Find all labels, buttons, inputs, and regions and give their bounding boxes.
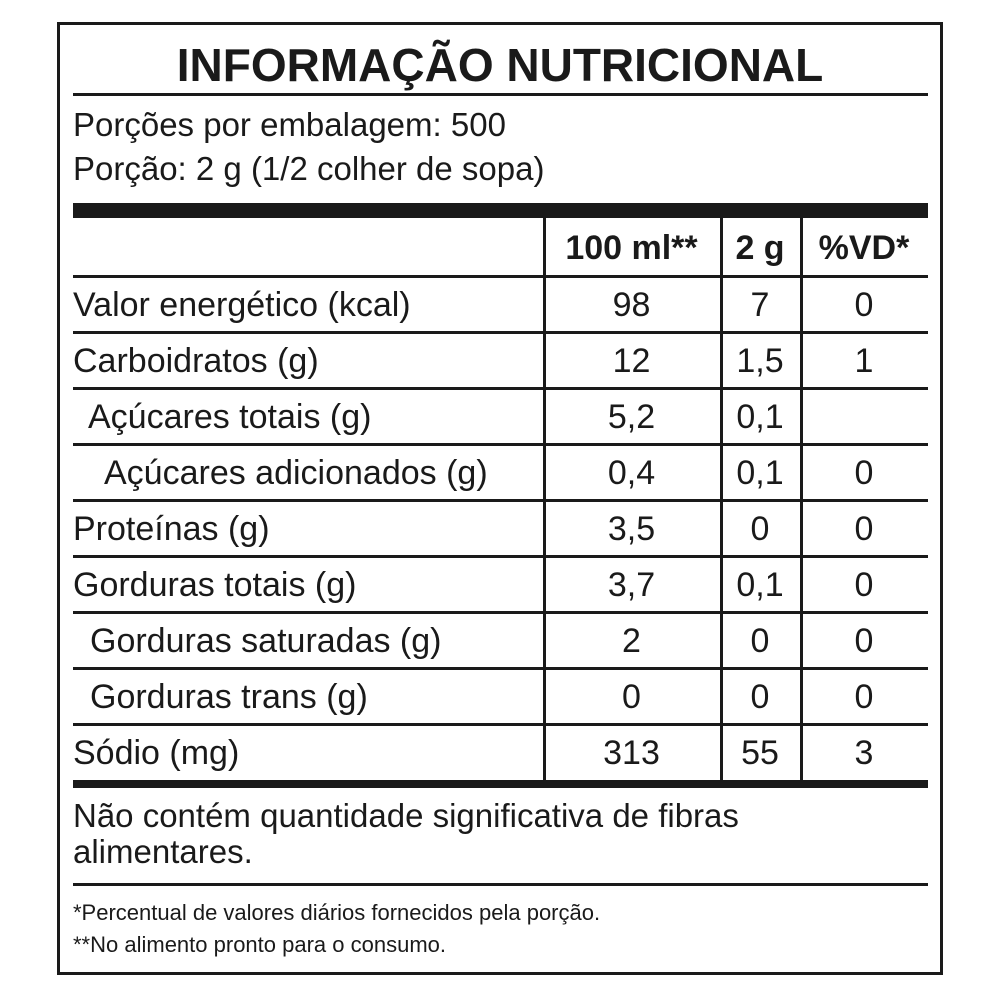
nutrient-value: 0 [750, 510, 770, 548]
row-rule [73, 667, 928, 670]
row-rule [73, 443, 928, 446]
row-rule [73, 723, 928, 726]
nutrient-name: Valor energético (kcal) [73, 286, 411, 324]
column-header: %VD* [818, 229, 910, 267]
footnote: *Percentual de valores diários fornecido… [73, 900, 601, 925]
rule [73, 883, 928, 886]
row-rule [73, 387, 928, 390]
servings: Porções por embalagem: 500 [73, 106, 506, 143]
nutrient-value: 3,7 [607, 566, 656, 604]
row-rule [73, 275, 928, 278]
nutrient-value: 0 [854, 566, 874, 604]
nutrient-value: 0,1 [736, 566, 784, 604]
footnote: **No alimento pronto para o consumo. [73, 932, 446, 957]
nutrient-value: 5,2 [607, 398, 656, 436]
row-rule [73, 331, 928, 334]
nutrient-name: Gorduras saturadas (g) [90, 622, 442, 660]
row-rule [73, 555, 928, 558]
label-border [57, 22, 943, 975]
nutrient-value: 0 [750, 622, 770, 660]
row-rule [73, 499, 928, 502]
nutrient-value: 0 [750, 678, 770, 716]
nutrient-value: 0,1 [736, 454, 784, 492]
thick-rule [73, 780, 928, 788]
row-rule [73, 611, 928, 614]
nutrient-value: 1 [854, 342, 874, 380]
nutrient-value: 313 [603, 734, 660, 772]
nutrient-value: 3 [854, 734, 874, 772]
nutrient-name: Gorduras totais (g) [73, 566, 357, 604]
nutrient-value: 0 [854, 454, 874, 492]
nutrient-name: Proteínas (g) [73, 510, 270, 548]
nutrient-value: 2 [622, 622, 641, 660]
portion: Porção: 2 g (1/2 colher de sopa) [73, 150, 545, 187]
nutrient-value: 0,1 [736, 398, 784, 436]
nutrient-value: 1,5 [736, 342, 784, 380]
title: INFORMAÇÃO NUTRICIONAL [176, 39, 824, 91]
nutrient-value: 7 [750, 286, 770, 324]
nutrient-value: 0 [854, 622, 874, 660]
rule [73, 93, 928, 96]
nutrient-name: Açúcares adicionados (g) [104, 454, 488, 492]
nutrient-name: Sódio (mg) [73, 734, 240, 772]
nutrient-value: 55 [741, 734, 779, 772]
nutrient-value: 12 [612, 342, 651, 380]
column-header: 100 ml** [565, 229, 698, 267]
nutrient-value: 0 [854, 286, 874, 324]
column-header: 2 g [735, 229, 785, 267]
nutrient-value: 98 [612, 286, 651, 324]
nutrient-name: Carboidratos (g) [73, 342, 319, 380]
nutrient-value: 0,4 [607, 454, 656, 492]
nutrient-value: 0 [854, 678, 874, 716]
nutrient-name: Gorduras trans (g) [90, 678, 368, 716]
nutrient-value: 0 [854, 510, 874, 548]
thick-rule [73, 203, 928, 218]
note: Não contém quantidade significativa de f… [73, 797, 739, 870]
nutrient-value: 3,5 [607, 510, 656, 548]
nutrient-name: Açúcares totais (g) [88, 398, 372, 436]
nutrient-value: 0 [622, 678, 641, 716]
